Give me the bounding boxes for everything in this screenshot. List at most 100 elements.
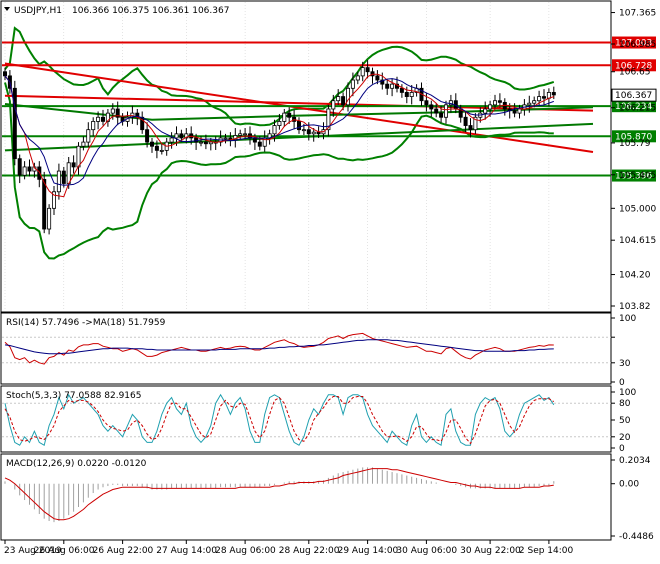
candle-bull [301, 129, 306, 132]
candle-bull [532, 100, 537, 104]
price-tick-label: 104.615 [619, 236, 656, 246]
candle-bear [3, 71, 8, 77]
candle-bear [101, 116, 106, 122]
candle-bull [208, 141, 213, 145]
indicator-tick-label: 30 [619, 359, 631, 369]
level-label: 106.728 [615, 61, 652, 71]
level-label-box [612, 59, 656, 72]
candle-bull [311, 131, 316, 135]
series-line-1 [4, 339, 554, 355]
indicator-tick-label: 0 [619, 378, 625, 388]
candle-bull [81, 141, 86, 147]
candle-bull [326, 108, 331, 131]
time-tick-label: 26 Aug 06:00 [34, 546, 95, 556]
candle-bear [306, 129, 311, 135]
candle-bull [331, 100, 336, 110]
candle-bull [483, 108, 488, 114]
candle-bull [282, 112, 287, 122]
candle-bull [517, 108, 522, 114]
price-grid [4, 2, 550, 311]
price-axis: 107.365 106.985 106.65 106.215 105.79 105.405… [611, 9, 656, 312]
candle-bear [463, 116, 468, 126]
candle-bear [179, 133, 184, 139]
candle-bear [316, 131, 321, 135]
level-label-box [612, 130, 656, 143]
triangle-down-icon[interactable] [4, 7, 10, 11]
time-tick-label: 28 Aug 06:00 [215, 546, 276, 556]
time-tick-label: 30 Aug 06:00 [396, 546, 457, 556]
candle-bull [198, 141, 203, 144]
candle-bull [159, 149, 164, 152]
candle-bear [429, 104, 434, 110]
candle-bull [350, 79, 355, 89]
candle-bear [37, 166, 42, 180]
candle-bull [238, 133, 243, 136]
indicator-tick-label: 100 [619, 388, 636, 398]
candle-bull [537, 96, 542, 102]
candle-bull [443, 104, 448, 118]
candle-bull [336, 96, 341, 102]
level-label: 105.870 [615, 132, 652, 142]
candle-bear [468, 125, 473, 131]
candle-bear [439, 112, 444, 118]
macd-indicator: 0.2034 0.00 -0.4486 [4, 456, 654, 542]
rsi-panel-frame [0, 312, 612, 385]
level-label-box [612, 100, 656, 113]
candle-bear [424, 100, 429, 106]
candle-bear [512, 110, 517, 114]
candle-bear [203, 141, 208, 145]
candle-bear [287, 112, 292, 118]
stoch-title: Stoch(5,3,3) 77.0588 82.9165 [6, 391, 141, 401]
price-tick-label: 105.79 [619, 139, 651, 149]
candle-bull [110, 108, 115, 114]
candle-bear [434, 108, 439, 114]
candle-bear [27, 166, 32, 172]
candle-bear [341, 96, 346, 106]
candle-bull [184, 133, 189, 139]
indicator-tick-label: 50 [619, 416, 631, 426]
macd-tick-label: 0.00 [619, 480, 639, 490]
macd-signal-line [4, 468, 554, 521]
candle-bear [154, 145, 159, 151]
symbol-label: USDJPY,H1 [14, 6, 62, 16]
time-tick-label: 2 Sep 14:00 [519, 546, 574, 556]
stoch-panel-frame [0, 385, 612, 453]
level-label-box [612, 36, 656, 49]
candle-bull [76, 145, 81, 168]
time-tick-label: 27 Aug 14:00 [156, 546, 217, 556]
candle-bear [375, 75, 380, 81]
candle-bear [404, 92, 409, 97]
candle-bull [66, 162, 71, 184]
candle-bear [296, 121, 301, 131]
candle-bull [355, 75, 360, 81]
candle-bull [86, 129, 91, 143]
time-tick-label: 28 Aug 22:00 [279, 546, 340, 556]
candle-bear [61, 170, 66, 184]
candle-bear [399, 87, 404, 93]
candle-bull [243, 133, 248, 136]
candle-bull [223, 137, 228, 140]
candle-bull [91, 121, 96, 131]
candle-bull [47, 207, 52, 230]
time-tick-label: 26 Aug 22:00 [93, 546, 154, 556]
time-tick-label: 30 Aug 22:00 [460, 546, 521, 556]
candle-bull [96, 116, 101, 122]
current-price-box [611, 88, 657, 102]
macd-panel-frame [0, 453, 612, 541]
level-label: 106.234 [615, 102, 652, 112]
candle-bear [42, 178, 47, 230]
candle-bear [380, 79, 385, 85]
candle-bear [551, 92, 556, 96]
candle-bear [12, 87, 17, 160]
price-tick-label: 106.985 [619, 40, 656, 50]
price-panel-frame [0, 0, 612, 313]
ma-slow-line [4, 75, 554, 186]
indicator-tick-label: 20 [619, 433, 631, 443]
series-line-0 [4, 332, 554, 365]
candle-bull [52, 191, 57, 209]
candle-bear [365, 67, 370, 73]
indicator-tick-label: 0 [619, 444, 625, 454]
